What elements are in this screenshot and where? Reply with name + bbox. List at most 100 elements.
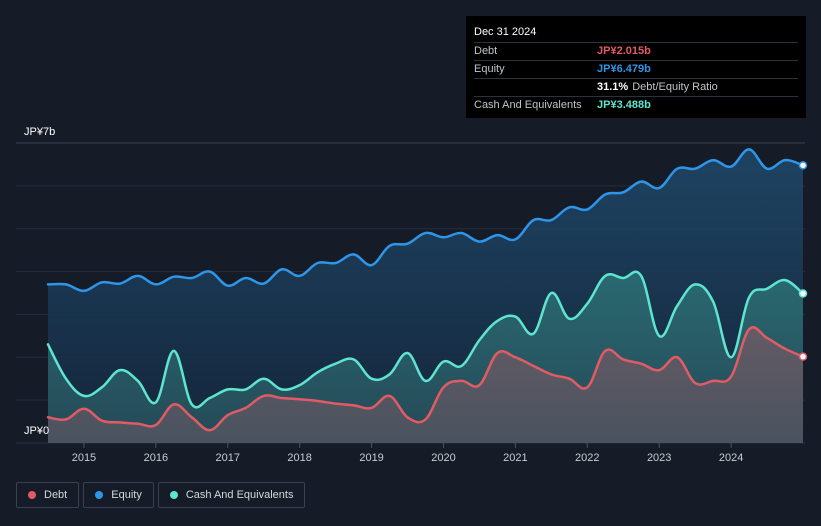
debt-point: [45, 414, 51, 420]
cash-and-equivalents-point: [764, 286, 770, 292]
equity-point: [800, 162, 806, 168]
cash-and-equivalents-point: [207, 395, 213, 401]
cash-and-equivalents-point: [45, 341, 51, 347]
cash-and-equivalents-point: [333, 361, 339, 367]
x-tick-label: 2021: [503, 452, 527, 464]
equity-point: [638, 179, 644, 185]
x-tick-label: 2015: [72, 452, 96, 464]
debt-point: [189, 414, 195, 420]
equity-point: [63, 281, 69, 287]
equity-point: [674, 166, 680, 172]
legend-label: Debt: [44, 489, 68, 501]
legend-label: Equity: [111, 489, 142, 501]
debt-point: [81, 406, 87, 412]
cash-and-equivalents-point: [800, 291, 806, 297]
debt-point: [476, 382, 482, 388]
equity-point: [351, 251, 357, 257]
x-tick-label: 2017: [216, 452, 240, 464]
equity-point: [315, 260, 321, 266]
debt-point: [243, 405, 249, 411]
equity-point: [207, 269, 213, 275]
cash-and-equivalents-point: [602, 273, 608, 279]
debt-point: [602, 348, 608, 354]
cash-and-equivalents-point: [405, 350, 411, 356]
cash-and-equivalents-point: [476, 337, 482, 343]
legend-label: Cash And Equivalents: [185, 489, 294, 501]
cash-and-equivalents-point: [261, 376, 267, 382]
equity-point: [458, 230, 464, 236]
equity-point: [333, 260, 339, 266]
debt-point: [117, 419, 123, 425]
debt-area: [48, 327, 803, 443]
equity-point: [782, 157, 788, 163]
cash-and-equivalents-point: [638, 273, 644, 279]
debt-point: [746, 326, 752, 332]
cash-and-equivalents-point: [189, 401, 195, 407]
tooltip-panel: Dec 31 2024 Debt JP¥2.015b Equity JP¥6.4…: [466, 16, 806, 118]
cash-and-equivalents-point: [135, 378, 141, 384]
legend-item-equity[interactable]: Equity: [83, 482, 154, 508]
cash-and-equivalents-point: [692, 281, 698, 287]
x-tick-label: 2016: [144, 452, 168, 464]
cash-and-equivalents-point: [674, 303, 680, 309]
tooltip-label: Cash And Equivalents: [474, 99, 582, 111]
debt-point: [710, 378, 716, 384]
equity-point: [369, 262, 375, 268]
debt-point: [800, 354, 806, 360]
equity-point: [710, 157, 716, 163]
cash-and-equivalents-point: [440, 359, 446, 365]
equity-point: [494, 232, 500, 238]
equity-point: [387, 243, 393, 249]
equity-point: [530, 217, 536, 223]
debt-point: [423, 416, 429, 422]
debt-point: [656, 367, 662, 373]
debt-point: [530, 363, 536, 369]
x-tick-label: 2022: [575, 452, 599, 464]
debt-dot-icon: [28, 491, 36, 499]
debt-point: [207, 427, 213, 433]
tooltip-label: Equity: [474, 63, 505, 75]
equity-point: [476, 239, 482, 245]
cash-and-equivalents-point: [620, 275, 626, 281]
x-tick-label: 2018: [287, 452, 311, 464]
equity-point: [440, 234, 446, 240]
equity-end-marker: [798, 161, 808, 170]
cash-and-equivalents-point: [566, 316, 572, 322]
y-tick-label: JP¥7b: [24, 126, 55, 138]
tooltip-value: JP¥6.479b: [597, 63, 651, 75]
cash-and-equivalents-line: [46, 270, 805, 409]
tooltip-row-ratio: 31.1% Debt/Equity Ratio: [474, 79, 798, 97]
debt-point: [369, 405, 375, 411]
tooltip-row-cash: Cash And Equivalents JP¥3.488b: [474, 97, 798, 114]
equity-point: [243, 275, 249, 281]
cash-and-equivalents-point: [99, 384, 105, 390]
debt-point: [440, 384, 446, 390]
cash-and-equivalents-point: [423, 378, 429, 384]
series-endpoints: [45, 157, 808, 433]
equity-point: [225, 283, 231, 289]
legend-item-debt[interactable]: Debt: [16, 482, 80, 508]
debt-point: [566, 376, 572, 382]
debt-point: [512, 354, 518, 360]
ratio-value: 31.1%: [597, 81, 629, 93]
debt-point: [674, 354, 680, 360]
cash-and-equivalents-point: [530, 331, 536, 337]
debt-point: [494, 350, 500, 356]
tooltip-date: Dec 31 2024: [474, 24, 798, 43]
debt-point: [387, 393, 393, 399]
cash-and-equivalents-point: [225, 386, 231, 392]
equity-point: [405, 241, 411, 247]
cash-and-equivalents-end-marker: [798, 289, 808, 298]
debt-point: [728, 374, 734, 380]
debt-point: [225, 412, 231, 418]
legend-item-cash[interactable]: Cash And Equivalents: [157, 482, 306, 508]
debt-line: [46, 326, 805, 432]
debt-point: [351, 402, 357, 408]
debt-point: [261, 393, 267, 399]
x-tick-label: 2020: [431, 452, 455, 464]
equity-point: [584, 206, 590, 212]
debt-point: [99, 418, 105, 424]
cash-and-equivalents-point: [351, 356, 357, 362]
debt-point: [153, 422, 159, 428]
cash-and-equivalents-point: [369, 376, 375, 382]
